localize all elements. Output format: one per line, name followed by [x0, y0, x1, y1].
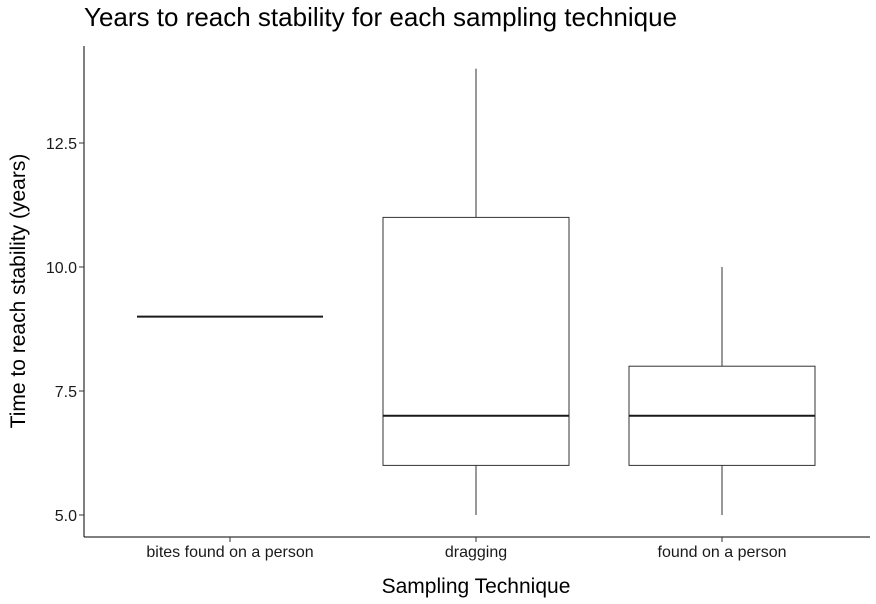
y-tick-label: 7.5	[55, 384, 77, 401]
plot-layer	[137, 68, 816, 515]
x-tick-label: dragging	[445, 544, 507, 561]
x-tick-label: found on a person	[658, 544, 787, 561]
iqr-box	[382, 216, 570, 466]
chart-title: Years to reach stability for each sampli…	[84, 2, 678, 32]
y-tick-label: 10.0	[46, 260, 77, 277]
x-tick-label: bites found on a person	[146, 544, 313, 561]
y-ticks: 5.0 7.5 10.0 12.5	[46, 136, 84, 525]
y-tick-label: 12.5	[46, 136, 77, 153]
x-ticks: bites found on a person dragging found on …	[146, 537, 787, 561]
y-axis-title: Time to reach stability (years)	[7, 154, 30, 429]
x-axis-title: Sampling Technique	[382, 575, 571, 598]
box-found-on-a-person	[628, 267, 816, 515]
box-dragging	[382, 68, 570, 515]
y-tick-label: 5.0	[55, 508, 77, 525]
